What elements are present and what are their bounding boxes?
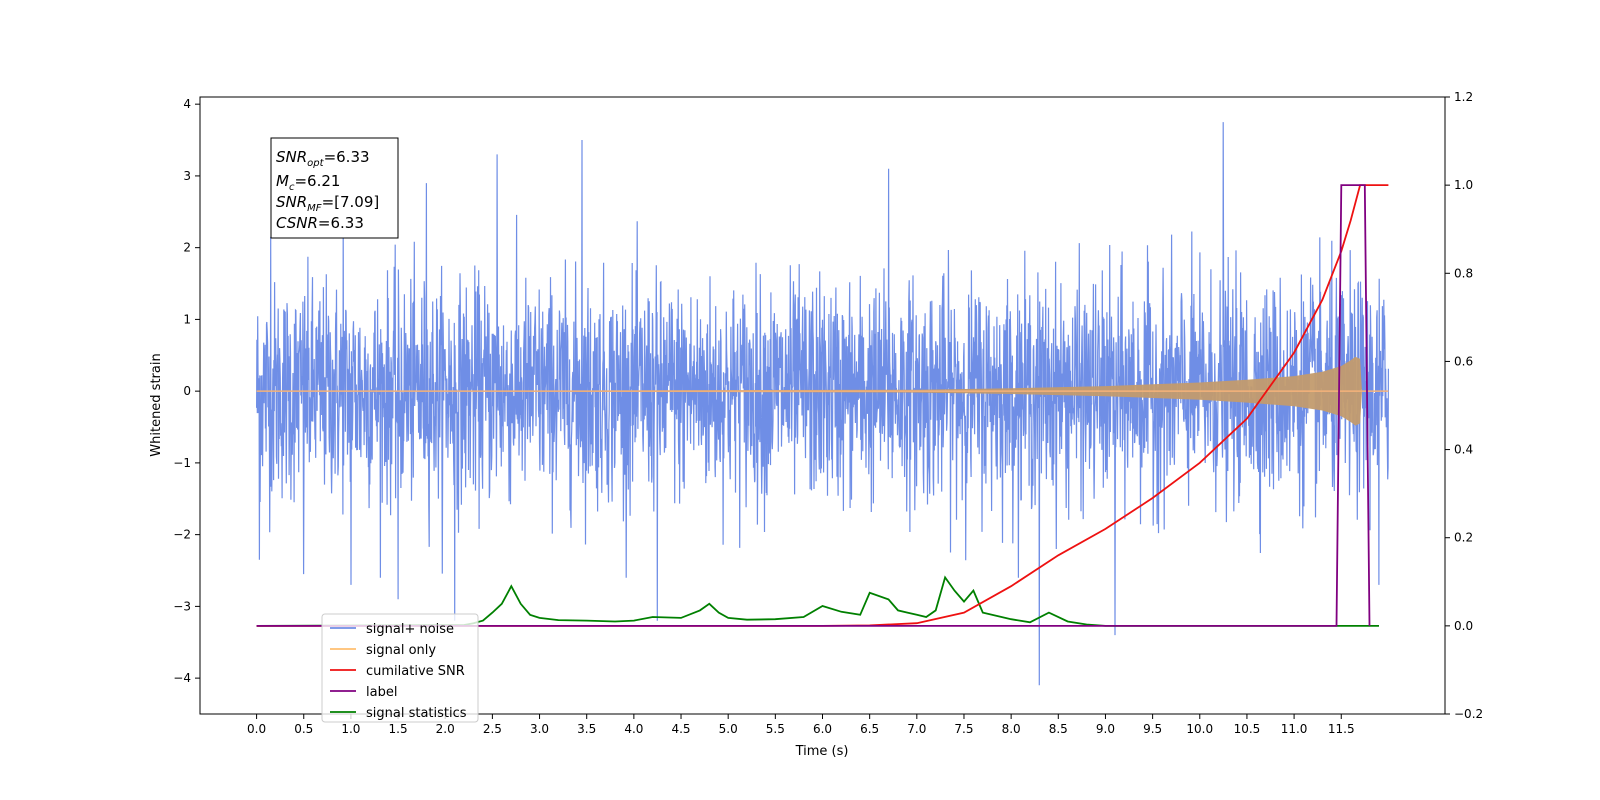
x-tick-label: 0.0 [247,722,266,736]
annotation-snr-opt: SNRopt=6.33 [276,148,370,169]
x-tick-label: 2.5 [483,722,502,736]
x-tick-label: 1.5 [389,722,408,736]
series-signal-statistics [256,575,1379,627]
y2-tick-label: 0.6 [1454,354,1473,368]
legend-label: signal statistics [366,706,467,721]
x-tick-label: 8.0 [1002,722,1021,736]
y2-tick-label: 0.0 [1454,619,1473,633]
annotation-snr-mf: SNRMF=[7.09] [276,193,379,214]
annotation-mc: Mc=6.21 [276,172,340,193]
x-tick-label: 3.5 [577,722,596,736]
y2-tick-label: 1.2 [1454,90,1473,104]
y2-tick-label: 1.0 [1454,178,1473,192]
x-tick-label: 7.5 [954,722,973,736]
x-tick-label: 11.5 [1328,722,1355,736]
x-tick-label: 4.0 [624,722,643,736]
legend: signal+ noise signal only cumilative SNR la… [321,613,479,723]
y-tick-label: −2 [173,528,191,542]
y-tick-label: 3 [183,169,191,183]
series-label [256,184,1371,627]
y-axis-label: Whitened strain [149,353,164,456]
y2-tick-label: −0.2 [1454,707,1483,721]
x-tick-label: 6.5 [860,722,879,736]
y-tick-label: 2 [183,241,191,255]
legend-label: label [366,685,397,700]
x-tick-label: 1.0 [341,722,360,736]
x-tick-label: 11.0 [1281,722,1308,736]
x-tick-label: 7.0 [907,722,926,736]
series-cumilative-snr [256,184,1389,627]
x-tick-label: 5.5 [766,722,785,736]
y2-tick-label: 0.4 [1454,443,1473,457]
y2-tick-label: 0.2 [1454,531,1473,545]
x-tick-label: 10.5 [1234,722,1261,736]
x-tick-label: 10.0 [1186,722,1213,736]
x-tick-label: 0.5 [294,722,313,736]
y-tick-label: 0 [183,384,191,398]
x-axis-label: Time (s) [795,744,849,759]
x-tick-label: 6.0 [813,722,832,736]
x-tick-label: 9.0 [1096,722,1115,736]
x-tick-label: 2.0 [436,722,455,736]
legend-label: cumilative SNR [366,664,465,679]
annotation-csnr: CSNR=6.33 [276,214,364,232]
y-tick-label: −4 [173,671,191,685]
y-tick-label: −1 [173,456,191,470]
y-tick-label: −3 [173,599,191,613]
x-tick-label: 9.5 [1143,722,1162,736]
y-tick-label: 1 [183,312,191,326]
annotation-box: SNRopt=6.33 Mc=6.21 SNRMF=[7.09] CSNR=6.… [270,137,399,239]
x-tick-label: 4.5 [671,722,690,736]
y2-tick-label: 0.8 [1454,266,1473,280]
x-tick-label: 5.0 [719,722,738,736]
y-tick-label: 4 [183,97,191,111]
x-tick-label: 8.5 [1049,722,1068,736]
x-tick-label: 3.0 [530,722,549,736]
legend-label: signal+ noise [366,622,454,637]
series-signal-noise [256,122,1389,686]
legend-label: signal only [366,643,436,658]
